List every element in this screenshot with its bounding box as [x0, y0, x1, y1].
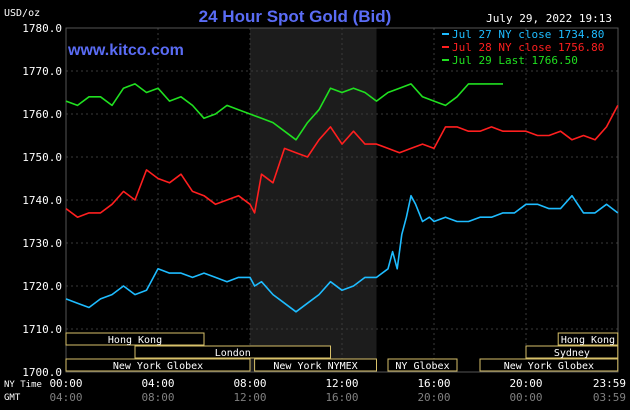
session-box — [134, 345, 331, 359]
session-label: New York Globex — [113, 361, 203, 372]
session-label: London — [215, 348, 251, 359]
x-tick-label-ny: 12:00 — [325, 377, 358, 390]
y-tick-label: 1780.0 — [22, 22, 62, 35]
x-tick-label-gmt: 08:00 — [141, 391, 174, 404]
y-tick-label: 1760.0 — [22, 108, 62, 121]
site-watermark: www.kitco.com — [67, 42, 184, 59]
x-tick-label-gmt: 00:00 — [509, 391, 542, 404]
x-tick-label-gmt: 16:00 — [325, 391, 358, 404]
session-box — [525, 345, 619, 359]
y-axis-ticks: 1780.0 1770.0 1760.0 1750.0 1740.0 1730.0 1720… — [22, 22, 62, 379]
x-tick-label-ny: 00:00 — [49, 377, 82, 390]
y-tick-label: 1700.0 — [22, 366, 62, 379]
session-label: Sydney — [554, 348, 590, 359]
x-tick-label-gmt: 12:00 — [233, 391, 266, 404]
y-tick-label: 1710.0 — [22, 323, 62, 336]
y-tick-label: 1730.0 — [22, 237, 62, 250]
x-axis-ticks: 00:0004:0004:0008:0008:0012:0012:0016:00… — [49, 377, 626, 404]
x-tick-label-ny: 04:00 — [141, 377, 174, 390]
chart-timestamp: July 29, 2022 19:13 — [486, 12, 612, 25]
session-label: New York Globex — [504, 361, 594, 372]
y-tick-label: 1740.0 — [22, 194, 62, 207]
session-box — [254, 358, 378, 372]
session-label: New York NYMEX — [273, 361, 357, 372]
x-tick-label-ny: 23:59 — [593, 377, 626, 390]
series-line-jul-27 — [65, 194, 619, 313]
x-tick-label-gmt: 03:59 — [593, 391, 626, 404]
x-tick-label-ny: 08:00 — [233, 377, 266, 390]
series-line-jul-29 — [65, 83, 503, 141]
y-tick-label: 1770.0 — [22, 65, 62, 78]
y-axis-label: USD/oz — [4, 8, 40, 19]
x-tick-label-ny: 16:00 — [417, 377, 450, 390]
y-tick-label: 1750.0 — [22, 151, 62, 164]
session-box — [65, 358, 251, 372]
series-line-jul-28 — [65, 105, 619, 218]
session-label: Hong Kong — [108, 335, 162, 346]
legend-entry: Jul 29 Last 1766.50 — [452, 54, 578, 67]
session-box — [557, 332, 619, 346]
x-tick-label-ny: 20:00 — [509, 377, 542, 390]
chart-title: 24 Hour Spot Gold (Bid) — [199, 7, 392, 26]
x-tick-label-gmt: 20:00 — [417, 391, 450, 404]
plot-border — [65, 27, 619, 373]
session-box — [387, 358, 458, 372]
session-label: Hong Kong — [561, 335, 615, 346]
legend-entry: Jul 27 NY close 1734.80 — [452, 28, 604, 41]
x-tick-label-gmt: 04:00 — [49, 391, 82, 404]
gmt-row-label: GMT — [4, 393, 21, 403]
ny-time-row-label: NY Time — [4, 380, 42, 390]
price-series-lines — [65, 83, 619, 313]
grid-lines — [65, 27, 619, 373]
session-box — [65, 332, 205, 346]
legend-entry: Jul 28 NY close 1756.80 — [452, 41, 604, 54]
y-tick-label: 1720.0 — [22, 280, 62, 293]
market-sessions-bar: Hong Kong Hong Kong London Sydney New York G… — [65, 332, 619, 372]
session-label: NY Globex — [395, 361, 449, 372]
session-box — [479, 358, 619, 372]
